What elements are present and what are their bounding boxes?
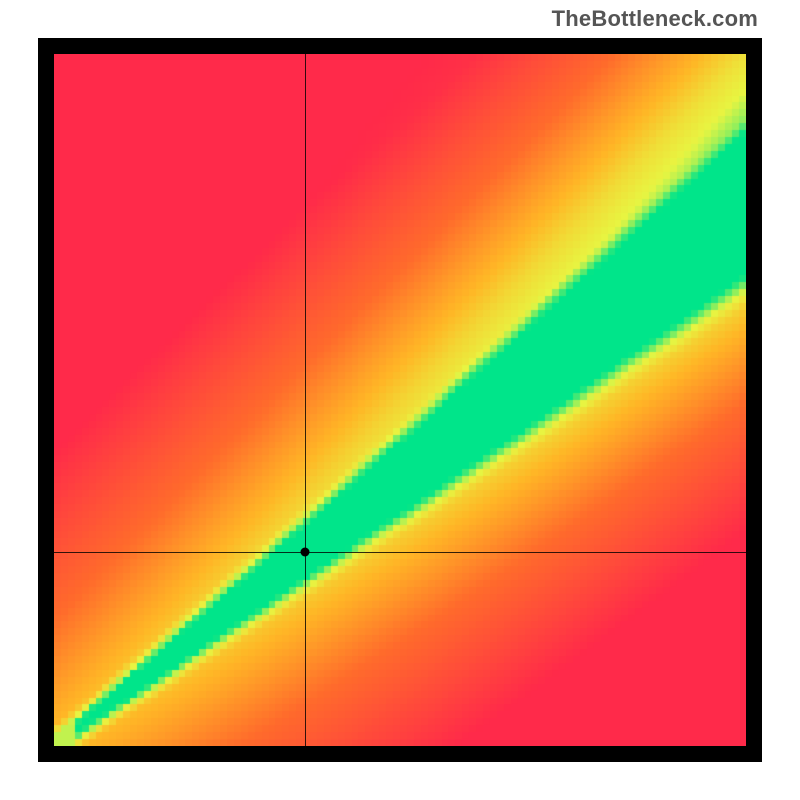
crosshair-horizontal bbox=[54, 552, 746, 553]
crosshair-vertical bbox=[305, 54, 306, 746]
watermark-text: TheBottleneck.com bbox=[552, 6, 758, 32]
heatmap-plot bbox=[54, 54, 746, 746]
heatmap-canvas bbox=[54, 54, 746, 746]
chart-frame bbox=[38, 38, 762, 762]
crosshair-marker bbox=[301, 548, 310, 557]
